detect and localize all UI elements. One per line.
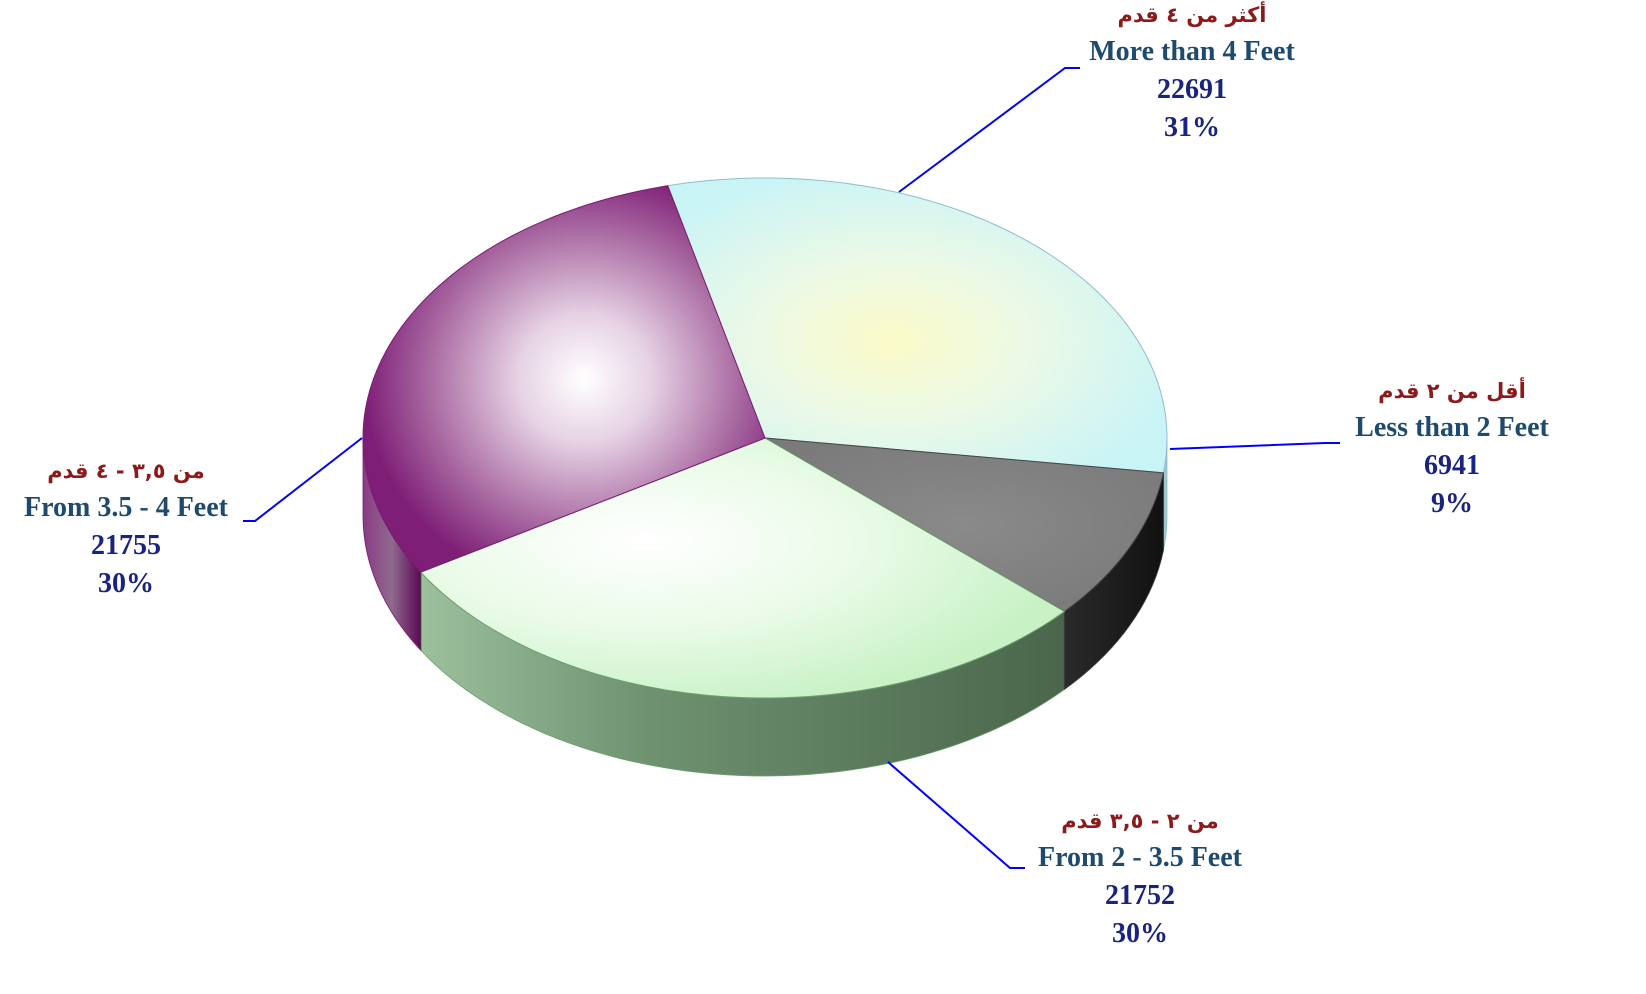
slice-label-arabic: من ٢ - ٣,٥ قدم (1061, 809, 1219, 833)
slice-percent: 31% (1164, 112, 1220, 143)
pie-slice-4 (362, 185, 766, 573)
slice-value: 6941 (1424, 450, 1480, 481)
slice-value: 22691 (1157, 74, 1227, 105)
slice-label-4: من ٣,٥ - ٤ قدم From 3.5 - 4 Feet 21755 30% (24, 459, 229, 599)
slice-percent: 30% (1112, 918, 1168, 949)
slice-value: 21755 (91, 530, 161, 561)
slice-label-arabic: أقل من ٢ قدم (1378, 376, 1526, 403)
leader-line-4 (243, 437, 363, 522)
pie-slice-2 (764, 437, 1165, 613)
pie-slice-1 (667, 177, 1168, 474)
slice-percent: 30% (98, 568, 154, 599)
slice-label-3: من ٢ - ٣,٥ قدم From 2 - 3.5 Feet 21752 30% (1038, 809, 1243, 949)
slice-label-english: More than 4 Feet (1089, 36, 1295, 67)
slice-value: 21752 (1105, 880, 1175, 911)
slice-label-english: From 3.5 - 4 Feet (24, 492, 229, 523)
slice-label-1: أكثر من ٤ قدم More than 4 Feet 22691 31% (1089, 0, 1295, 143)
leader-line-2 (1169, 442, 1340, 450)
slice-label-2: أقل من ٢ قدم Less than 2 Feet 6941 9% (1355, 376, 1549, 519)
leader-line-1 (898, 67, 1080, 193)
pie-slice-3 (419, 437, 1066, 699)
leader-line-3 (887, 761, 1025, 869)
slice-percent: 9% (1431, 488, 1473, 519)
slice-label-arabic: من ٣,٥ - ٤ قدم (47, 459, 205, 483)
slice-label-english: Less than 2 Feet (1355, 412, 1549, 443)
slice-label-arabic: أكثر من ٤ قدم (1118, 0, 1267, 27)
slice-label-english: From 2 - 3.5 Feet (1038, 842, 1243, 873)
